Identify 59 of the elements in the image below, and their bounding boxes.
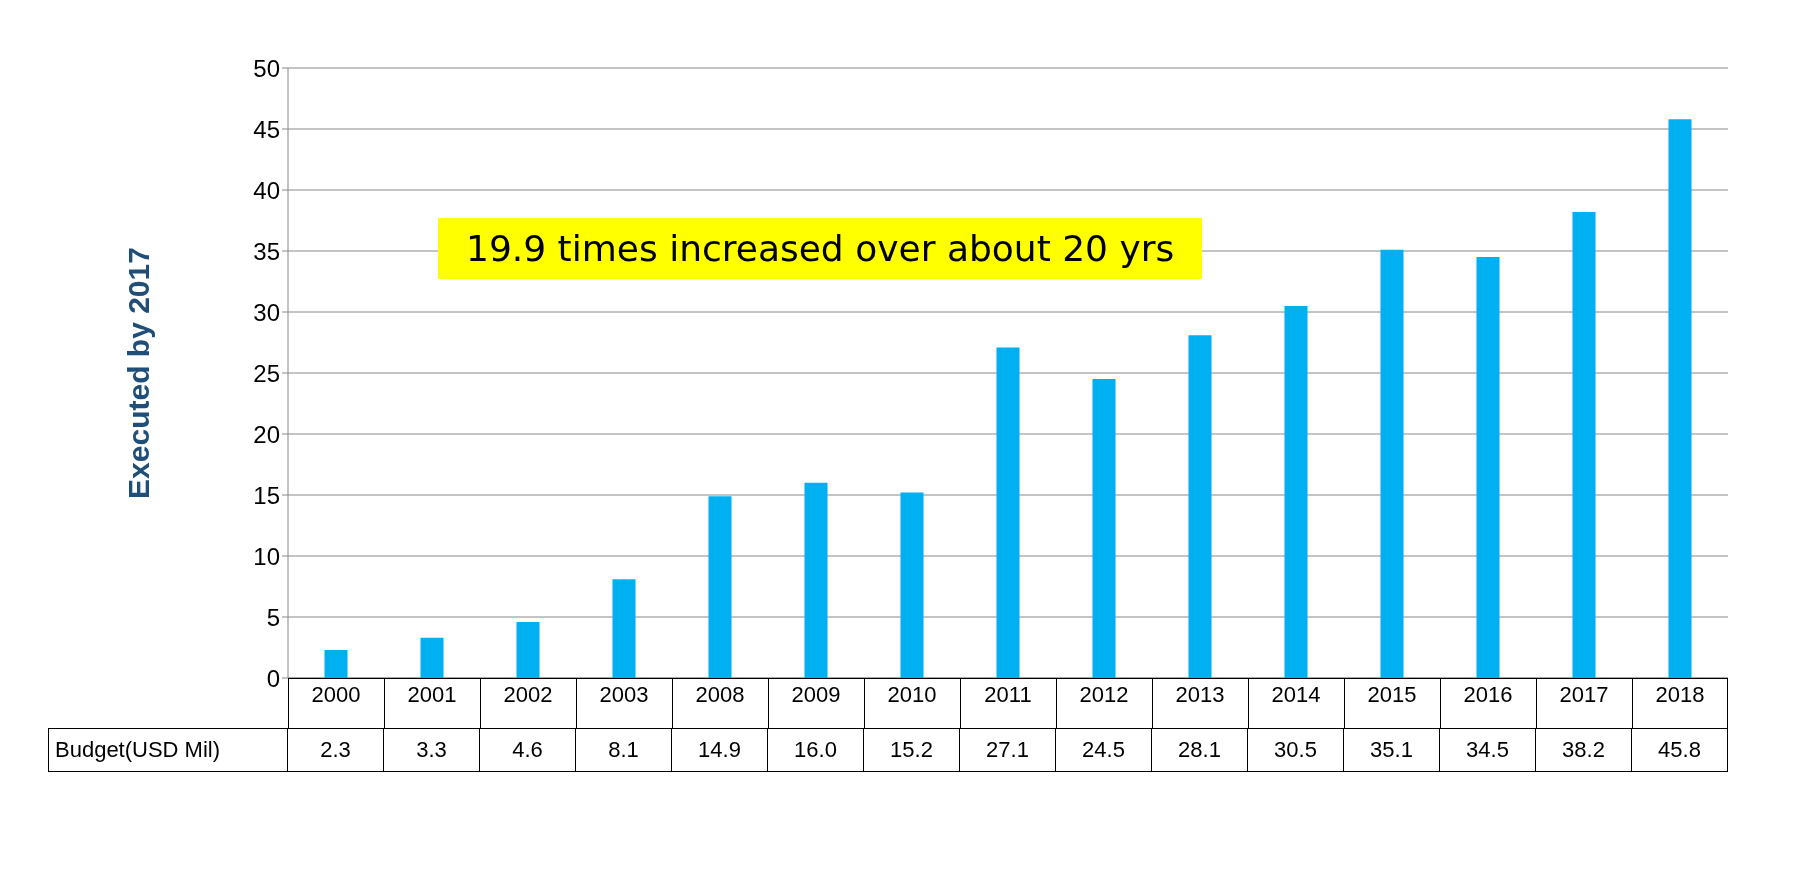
bar (612, 579, 636, 678)
bar (1284, 305, 1308, 678)
y-axis-title: Executed by 2017 (121, 247, 155, 499)
y-tick-label: 0 (266, 664, 280, 692)
y-tick-label: 20 (253, 420, 280, 448)
data-label: 45.8 (1632, 728, 1728, 772)
x-tick-label: 2014 (1271, 681, 1321, 707)
annotation: 19.9 times increased over about 20 yrs (438, 218, 1203, 279)
bar (1380, 249, 1404, 678)
y-tick-label: 10 (253, 542, 280, 570)
data-label: 24.5 (1056, 728, 1152, 772)
bar (900, 492, 924, 678)
bar (1476, 257, 1500, 678)
y-tick-label: 15 (253, 481, 280, 509)
y-tick-label: 5 (266, 603, 280, 631)
x-tick-label: 2003 (599, 681, 649, 707)
data-label: 3.3 (384, 728, 480, 772)
y-tick-label: 30 (253, 298, 280, 326)
bar (708, 496, 732, 678)
x-tick-label: 2000 (311, 681, 361, 707)
text: Budget(USD Mil) (48, 728, 288, 772)
bar (804, 482, 828, 678)
x-tick-label: 2009 (791, 681, 841, 707)
y-tick-label: 50 (253, 54, 280, 82)
data-label: 38.2 (1536, 728, 1632, 772)
x-tick-label: 2002 (503, 681, 553, 707)
x-tick-label: 2017 (1559, 681, 1609, 707)
data-label: 16.0 (768, 728, 864, 772)
y-tick-label: 45 (253, 115, 280, 143)
bar (1668, 119, 1692, 678)
bar (1188, 335, 1212, 678)
data-label: 2.3 (288, 728, 384, 772)
y-tick-label: 25 (253, 359, 280, 387)
bar (996, 347, 1020, 678)
data-label: 35.1 (1344, 728, 1440, 772)
data-label: 15.2 (864, 728, 960, 772)
bar (420, 637, 444, 678)
x-tick-label: 2010 (887, 681, 937, 707)
data-label: 14.9 (672, 728, 768, 772)
x-tick-label: 2013 (1175, 681, 1225, 707)
x-tick-label: 2015 (1367, 681, 1417, 707)
data-label: 30.5 (1248, 728, 1344, 772)
bar (1572, 211, 1596, 678)
data-label: 8.1 (576, 728, 672, 772)
bar (516, 621, 540, 678)
x-tick-label: 2018 (1655, 681, 1705, 707)
x-tick-label: 2011 (984, 681, 1032, 707)
x-tick-label: 2016 (1463, 681, 1513, 707)
data-label: 4.6 (480, 728, 576, 772)
x-tick-label: 2008 (695, 681, 745, 707)
bar (1092, 379, 1116, 678)
data-label: 27.1 (960, 728, 1056, 772)
bar (324, 649, 348, 678)
x-tick-label: 2001 (407, 681, 457, 707)
data-label: 34.5 (1440, 728, 1536, 772)
data-label: 28.1 (1152, 728, 1248, 772)
y-tick-label: 40 (253, 176, 280, 204)
y-tick-label: 35 (253, 237, 280, 265)
x-tick-label: 2012 (1079, 681, 1129, 707)
